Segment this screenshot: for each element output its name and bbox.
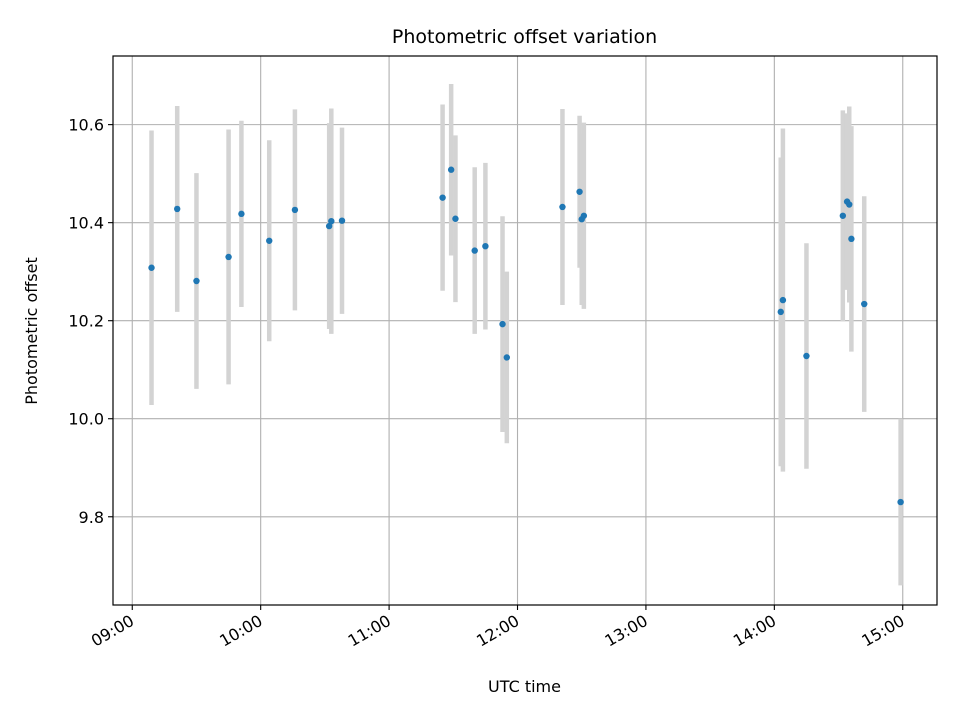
data-point xyxy=(325,222,333,230)
data-point xyxy=(839,212,847,219)
data-point xyxy=(559,203,566,211)
data-point xyxy=(499,320,506,328)
data-point xyxy=(174,205,181,213)
y-tick-label: 9.8 xyxy=(79,508,104,527)
data-point xyxy=(580,212,588,219)
data-point xyxy=(576,188,583,195)
data-point xyxy=(777,308,784,316)
data-point xyxy=(447,166,455,173)
data-point xyxy=(897,498,904,506)
data-point xyxy=(266,237,273,244)
plot-frame xyxy=(112,55,938,606)
data-point xyxy=(803,352,810,360)
data-point xyxy=(439,194,446,201)
y-tick-label: 10.0 xyxy=(68,410,104,429)
data-point xyxy=(503,354,511,361)
data-point xyxy=(861,300,868,308)
axes-layer xyxy=(112,55,938,606)
data-point xyxy=(148,264,155,271)
data-point xyxy=(328,217,335,225)
data-point xyxy=(238,210,245,218)
y-tick-label: 10.6 xyxy=(68,116,104,135)
data-point xyxy=(225,253,232,261)
y-axis-title: Photometric offset xyxy=(22,257,41,405)
data-point xyxy=(338,217,346,224)
data-point xyxy=(482,242,489,250)
data-point xyxy=(452,215,459,222)
data-point xyxy=(193,277,200,285)
data-point xyxy=(471,247,478,254)
y-tick-label: 10.2 xyxy=(68,312,104,331)
data-point xyxy=(848,235,855,243)
data-point xyxy=(291,206,299,214)
grid-layer xyxy=(113,56,937,605)
data-point xyxy=(846,201,853,208)
data-point xyxy=(779,296,787,304)
y-tick-label: 10.4 xyxy=(68,214,104,233)
point-layer xyxy=(148,166,904,506)
chart-title: Photometric offset variation xyxy=(392,26,657,48)
x-axis-title: UTC time xyxy=(488,677,561,696)
